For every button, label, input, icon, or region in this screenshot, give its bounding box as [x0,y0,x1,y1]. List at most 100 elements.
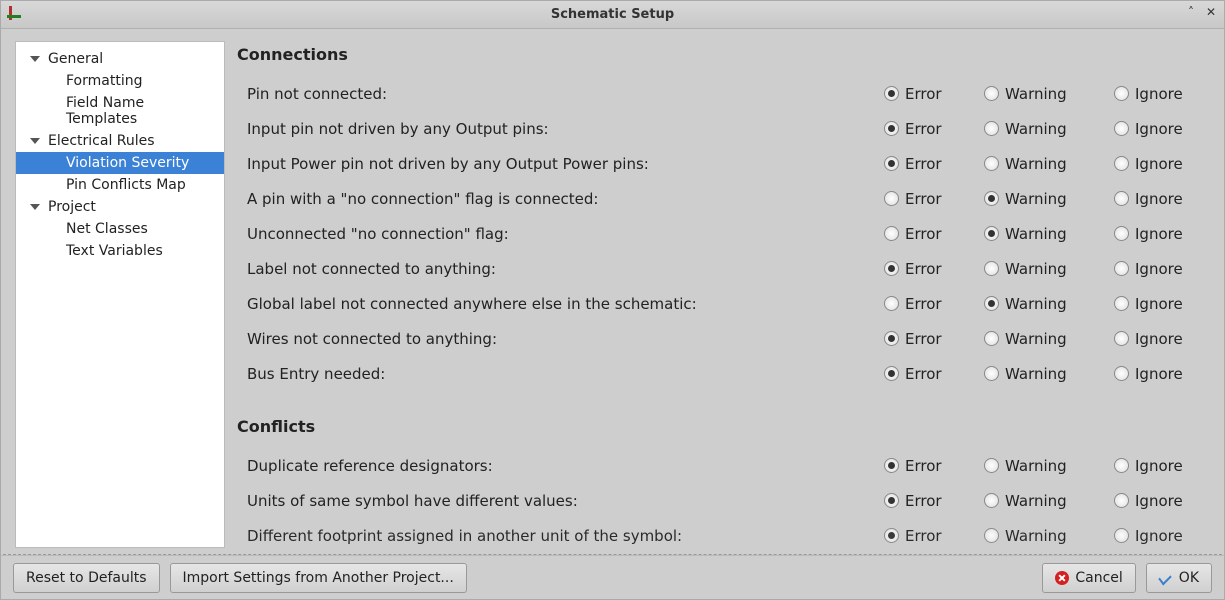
sidebar-item[interactable]: Text Variables [16,240,224,262]
severity-radio-ignore[interactable]: Ignore [1114,190,1214,208]
cancel-label: Cancel [1075,570,1122,586]
titlebar: Schematic Setup ˄ ✕ [1,1,1224,29]
radio-dot [988,195,995,202]
radio-icon [1114,493,1129,508]
severity-radio-error[interactable]: Error [884,260,984,278]
severity-radio-ignore[interactable]: Ignore [1114,295,1214,313]
rule-row: Pin not connected:Error Warning Ignore [237,76,1214,111]
severity-radio-error[interactable]: Error [884,365,984,383]
severity-radio-ignore[interactable]: Ignore [1114,365,1214,383]
radio-icon [884,296,899,311]
radio-icon [1114,331,1129,346]
tree-group-label: Project [48,199,96,215]
radio-icon [1114,296,1129,311]
rule-row: Unconnected "no connection" flag: Error Wa… [237,216,1214,251]
radio-icon [984,458,999,473]
radio-icon [884,331,899,346]
sidebar-item[interactable]: Violation Severity [16,152,224,174]
severity-label: Error [905,120,942,138]
severity-radio-error[interactable]: Error [884,225,984,243]
severity-radio-ignore[interactable]: Ignore [1114,527,1214,545]
severity-radio-ignore[interactable]: Ignore [1114,155,1214,173]
severity-radio-warning[interactable]: Warning [984,155,1114,173]
severity-radio-ignore[interactable]: Ignore [1114,492,1214,510]
close-icon[interactable]: ✕ [1204,5,1218,19]
severity-radio-error[interactable]: Error [884,330,984,348]
severity-radio-error[interactable]: Error [884,155,984,173]
severity-radio-error[interactable]: Error [884,295,984,313]
severity-radio-ignore[interactable]: Ignore [1114,457,1214,475]
radio-icon [984,226,999,241]
rule-label: A pin with a "no connection" flag is con… [237,190,884,208]
tree-group-label: Electrical Rules [48,133,155,149]
tree-group-label: General [48,51,103,67]
severity-radio-ignore[interactable]: Ignore [1114,330,1214,348]
severity-label: Error [905,365,942,383]
severity-radio-error[interactable]: Error [884,492,984,510]
footer: Reset to Defaults Import Settings from A… [1,555,1224,599]
rule-row: Duplicate reference designators:ErrorWar… [237,448,1214,483]
severity-radio-warning[interactable]: Warning [984,260,1114,278]
severity-radio-warning[interactable]: Warning [984,527,1114,545]
radio-icon [884,156,899,171]
reset-defaults-label: Reset to Defaults [26,570,147,586]
severity-label: Warning [1005,155,1067,173]
rule-row: Units of same symbol have different valu… [237,483,1214,518]
severity-radio-error[interactable]: Error [884,190,984,208]
severity-label: Ignore [1135,155,1183,173]
severity-radio-ignore[interactable]: Ignore [1114,120,1214,138]
severity-radio-error[interactable]: Error [884,457,984,475]
sidebar-item[interactable]: Net Classes [16,218,224,240]
rule-label: Global label not connected anywhere else… [237,295,884,313]
radio-icon [884,528,899,543]
severity-radio-warning[interactable]: Warning [984,295,1114,313]
severity-radio-error[interactable]: Error [884,85,984,103]
cancel-button[interactable]: Cancel [1042,563,1135,593]
radio-icon [984,331,999,346]
radio-icon [984,528,999,543]
severity-radio-warning[interactable]: Warning [984,120,1114,138]
severity-label: Warning [1005,260,1067,278]
severity-radio-warning[interactable]: Warning [984,330,1114,348]
rule-label: Pin not connected: [237,85,884,103]
sidebar-item[interactable]: Pin Conflicts Map [16,174,224,196]
sidebar-item[interactable]: Field Name Templates [16,92,224,130]
ok-button[interactable]: OK [1146,563,1212,593]
radio-dot [888,90,895,97]
cancel-icon [1055,571,1069,585]
severity-radio-error[interactable]: Error [884,527,984,545]
severity-radio-warning[interactable]: Warning [984,85,1114,103]
radio-icon [1114,528,1129,543]
rollup-icon[interactable]: ˄ [1184,5,1198,19]
sidebar-item[interactable]: Formatting [16,70,224,92]
radio-dot [888,497,895,504]
section-gap [237,391,1214,413]
radio-icon [984,191,999,206]
severity-radio-warning[interactable]: Warning [984,365,1114,383]
radio-icon [984,121,999,136]
radio-icon [984,86,999,101]
rule-label: Input pin not driven by any Output pins: [237,120,884,138]
tree-group-header[interactable]: Project [16,196,224,218]
radio-dot [888,532,895,539]
severity-label: Error [905,225,942,243]
tree-group-header[interactable]: General [16,48,224,70]
radio-icon [1114,226,1129,241]
import-settings-button[interactable]: Import Settings from Another Project... [170,563,467,593]
severity-radio-ignore[interactable]: Ignore [1114,85,1214,103]
severity-label: Warning [1005,120,1067,138]
reset-defaults-button[interactable]: Reset to Defaults [13,563,160,593]
severity-radio-warning[interactable]: Warning [984,492,1114,510]
severity-radio-ignore[interactable]: Ignore [1114,225,1214,243]
tree-group-header[interactable]: Electrical Rules [16,130,224,152]
severity-label: Error [905,330,942,348]
severity-label: Warning [1005,85,1067,103]
severity-radio-error[interactable]: Error [884,120,984,138]
radio-icon [1114,191,1129,206]
radio-dot [888,125,895,132]
severity-radio-warning[interactable]: Warning [984,225,1114,243]
severity-radio-warning[interactable]: Warning [984,190,1114,208]
severity-radio-ignore[interactable]: Ignore [1114,260,1214,278]
severity-radio-warning[interactable]: Warning [984,457,1114,475]
rule-label: Unconnected "no connection" flag: [237,225,884,243]
